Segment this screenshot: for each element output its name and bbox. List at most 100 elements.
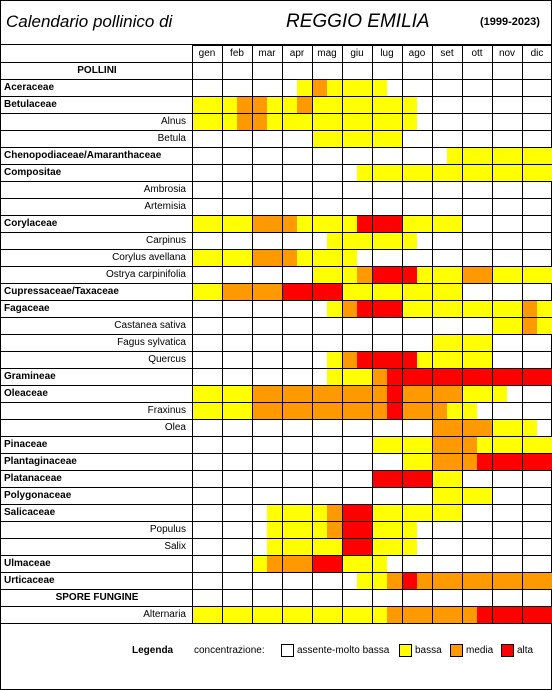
level-cell: [192, 215, 207, 232]
level-cell: [342, 368, 357, 385]
calendar-subtitle: Calendario pollinico di: [6, 12, 173, 31]
legend-title: Legenda: [132, 644, 174, 656]
family-label: Aceraceae: [4, 82, 55, 93]
legend-label-low: bassa: [415, 644, 442, 656]
level-cell: [342, 351, 357, 368]
level-cell: [447, 266, 462, 283]
level-cell: [342, 266, 357, 283]
month-header-ott: ott: [471, 48, 483, 59]
level-cell: [447, 504, 462, 521]
level-cell: [342, 130, 357, 147]
month-header-nov: nov: [498, 48, 516, 59]
level-cell: [402, 113, 417, 130]
family-label: Oleaceae: [4, 388, 48, 399]
level-cell: [237, 283, 252, 300]
level-cell: [267, 606, 282, 623]
level-cell: [252, 96, 267, 113]
level-cell: [507, 453, 522, 470]
level-cell: [387, 521, 402, 538]
level-cell: [312, 385, 327, 402]
level-cell: [402, 606, 417, 623]
level-cell: [222, 113, 237, 130]
level-cell: [462, 334, 477, 351]
family-label: Corylaceae: [4, 218, 58, 229]
level-cell: [402, 164, 417, 181]
family-label: Cupressaceae/Taxaceae: [4, 286, 119, 297]
level-cell: [522, 266, 537, 283]
level-cell: [327, 79, 342, 96]
level-cell: [237, 385, 252, 402]
level-cell: [387, 436, 402, 453]
level-cell: [387, 130, 402, 147]
level-cell: [372, 79, 387, 96]
level-cell: [297, 215, 312, 232]
month-header-ago: ago: [408, 48, 426, 59]
level-cell: [237, 113, 252, 130]
level-cell: [462, 453, 477, 470]
family-label: Urticaceae: [4, 575, 55, 586]
level-cell: [432, 470, 447, 487]
level-cell: [387, 606, 402, 623]
level-cell: [417, 368, 432, 385]
family-label: Polygonaceae: [4, 490, 72, 501]
years-range: (1999-2023): [480, 16, 540, 28]
level-cell: [267, 521, 282, 538]
level-cell: [477, 266, 492, 283]
level-cell: [522, 368, 537, 385]
level-cell: [537, 317, 552, 334]
level-cell: [462, 572, 477, 589]
level-cell: [222, 215, 237, 232]
level-cell: [222, 249, 237, 266]
level-cell: [342, 555, 357, 572]
level-cell: [282, 113, 297, 130]
level-cell: [297, 249, 312, 266]
level-cell: [327, 266, 342, 283]
level-cell: [357, 521, 372, 538]
level-cell: [537, 572, 552, 589]
level-cell: [342, 283, 357, 300]
level-cell: [222, 283, 237, 300]
level-cell: [387, 368, 402, 385]
genus-label: Quercus: [148, 354, 186, 365]
level-cell: [417, 572, 432, 589]
level-cell: [192, 249, 207, 266]
level-cell: [492, 317, 507, 334]
level-cell: [447, 487, 462, 504]
level-cell: [297, 283, 312, 300]
level-cell: [357, 130, 372, 147]
level-cell: [312, 538, 327, 555]
level-cell: [282, 606, 297, 623]
level-cell: [522, 606, 537, 623]
level-cell: [492, 385, 507, 402]
level-cell: [402, 453, 417, 470]
level-cell: [312, 504, 327, 521]
level-cell: [417, 606, 432, 623]
level-cell: [327, 249, 342, 266]
level-cell: [327, 368, 342, 385]
level-cell: [492, 572, 507, 589]
level-cell: [477, 487, 492, 504]
level-cell: [507, 147, 522, 164]
level-cell: [432, 351, 447, 368]
level-cell: [402, 385, 417, 402]
family-label: Betulaceae: [4, 99, 57, 110]
level-cell: [327, 232, 342, 249]
level-cell: [432, 419, 447, 436]
genus-label: Betula: [157, 133, 186, 144]
level-cell: [432, 385, 447, 402]
level-cell: [492, 606, 507, 623]
level-cell: [432, 453, 447, 470]
level-cell: [417, 215, 432, 232]
level-cell: [267, 402, 282, 419]
level-cell: [447, 147, 462, 164]
level-cell: [402, 368, 417, 385]
level-cell: [462, 351, 477, 368]
level-cell: [387, 470, 402, 487]
level-cell: [357, 96, 372, 113]
level-cell: [402, 538, 417, 555]
level-cell: [312, 521, 327, 538]
legend-label-medium: media: [466, 644, 494, 656]
level-cell: [267, 555, 282, 572]
level-cell: [537, 436, 552, 453]
level-cell: [507, 300, 522, 317]
